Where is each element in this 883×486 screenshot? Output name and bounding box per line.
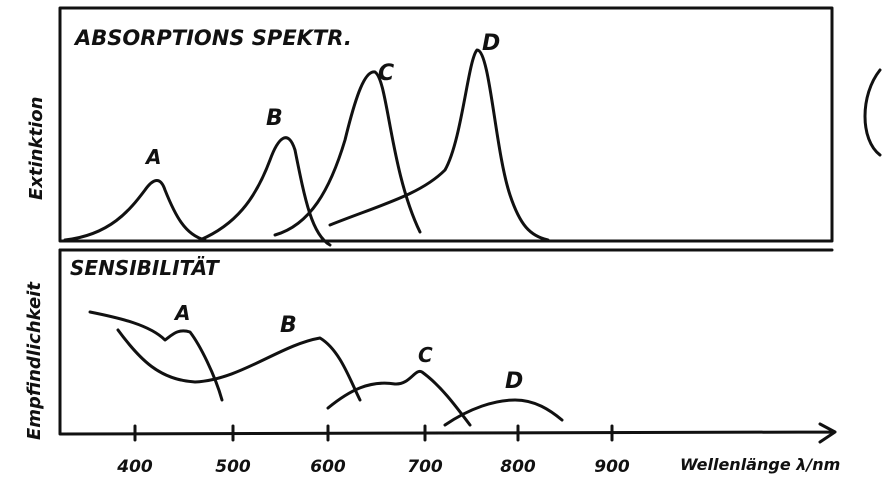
bottom-y-label: Empfindlichkeit <box>24 281 45 440</box>
axes <box>58 248 837 444</box>
bottom-title: SENSIBILITÄT <box>70 256 220 280</box>
x-tick-label: 500 <box>215 457 251 477</box>
curve-label: A <box>173 301 190 325</box>
peak-label: D <box>482 31 500 56</box>
peak-label: C <box>378 61 394 86</box>
peak-label: A <box>144 145 161 169</box>
sensitivity-c <box>326 369 472 427</box>
x-axis-label: Wellenlänge λ/nm <box>680 455 840 474</box>
curve-label: C <box>418 343 433 367</box>
x-tick-label: 700 <box>407 457 443 477</box>
sensitivity-a <box>88 310 224 402</box>
curve-label: B <box>280 313 297 338</box>
top-y-label: Extinktion <box>26 97 47 200</box>
x-tick-label: 400 <box>116 457 153 477</box>
x-tick-label: 600 <box>310 457 346 477</box>
sensitivity-b <box>116 328 362 402</box>
x-tick-label: 900 <box>594 457 630 477</box>
margin-mark <box>863 68 882 157</box>
top-frame <box>58 6 834 243</box>
x-tick-label: 800 <box>500 457 536 477</box>
absorption-c <box>273 70 422 237</box>
peak-label: B <box>266 106 283 131</box>
top-title: ABSORPTIONS SPEKTR. <box>73 26 352 50</box>
curve-label: D <box>505 369 523 394</box>
absorption-b <box>198 136 332 247</box>
sensitivity-d <box>443 398 564 427</box>
absorption-a <box>63 179 207 242</box>
x-ticks <box>133 424 614 442</box>
absorption-d <box>328 48 550 242</box>
